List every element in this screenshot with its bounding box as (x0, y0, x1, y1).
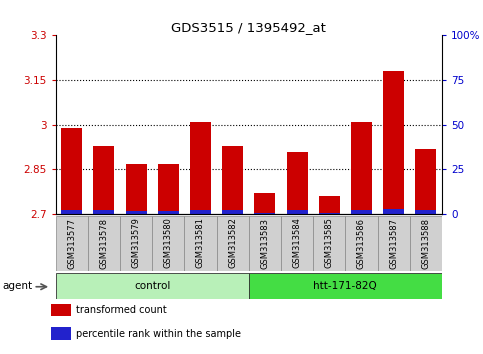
Bar (185, 216, 216, 271)
Bar (351, 210, 372, 214)
Text: GSM313577: GSM313577 (67, 218, 76, 269)
Bar (222, 210, 243, 214)
Bar (93, 210, 114, 214)
Text: GSM313588: GSM313588 (421, 218, 430, 269)
Text: htt-171-82Q: htt-171-82Q (313, 281, 377, 291)
Bar (216, 216, 249, 271)
Bar (56, 216, 88, 271)
Text: GSM313578: GSM313578 (99, 218, 108, 269)
Bar (345, 216, 378, 271)
Text: GSM313579: GSM313579 (131, 218, 141, 268)
Text: transformed count: transformed count (76, 305, 167, 315)
Bar (383, 71, 404, 214)
Bar (415, 210, 436, 214)
Bar (249, 216, 281, 271)
Bar (190, 122, 211, 214)
Bar (319, 213, 340, 214)
Bar (255, 193, 275, 214)
Bar (158, 164, 179, 214)
Text: percentile rank within the sample: percentile rank within the sample (76, 329, 241, 339)
Bar (319, 196, 340, 214)
Text: GSM313587: GSM313587 (389, 218, 398, 269)
Bar (249, 273, 442, 299)
Bar (415, 149, 436, 214)
Bar (51, 327, 71, 340)
Bar (158, 211, 179, 214)
Text: agent: agent (2, 281, 32, 291)
Bar (93, 145, 114, 214)
Bar (281, 216, 313, 271)
Bar (378, 216, 410, 271)
Text: GSM313582: GSM313582 (228, 218, 237, 268)
Bar (120, 216, 152, 271)
Bar (190, 210, 211, 214)
Text: GSM313585: GSM313585 (325, 218, 334, 268)
Bar (255, 213, 275, 214)
Bar (286, 210, 308, 214)
Text: GSM313586: GSM313586 (357, 218, 366, 269)
Text: GSM313580: GSM313580 (164, 218, 173, 268)
Bar (61, 210, 82, 214)
Bar (88, 216, 120, 271)
Bar (126, 211, 146, 214)
Bar (222, 145, 243, 214)
Bar (286, 152, 308, 214)
Bar (152, 216, 185, 271)
Text: control: control (134, 281, 170, 291)
Text: GSM313583: GSM313583 (260, 218, 270, 269)
Text: GSM313584: GSM313584 (293, 218, 301, 268)
Bar (351, 122, 372, 214)
Bar (51, 303, 71, 316)
Bar (61, 128, 82, 214)
Bar (383, 209, 404, 214)
Bar (410, 216, 442, 271)
Bar (126, 164, 146, 214)
Bar (313, 216, 345, 271)
Bar (56, 273, 249, 299)
Title: GDS3515 / 1395492_at: GDS3515 / 1395492_at (171, 21, 326, 34)
Text: GSM313581: GSM313581 (196, 218, 205, 268)
